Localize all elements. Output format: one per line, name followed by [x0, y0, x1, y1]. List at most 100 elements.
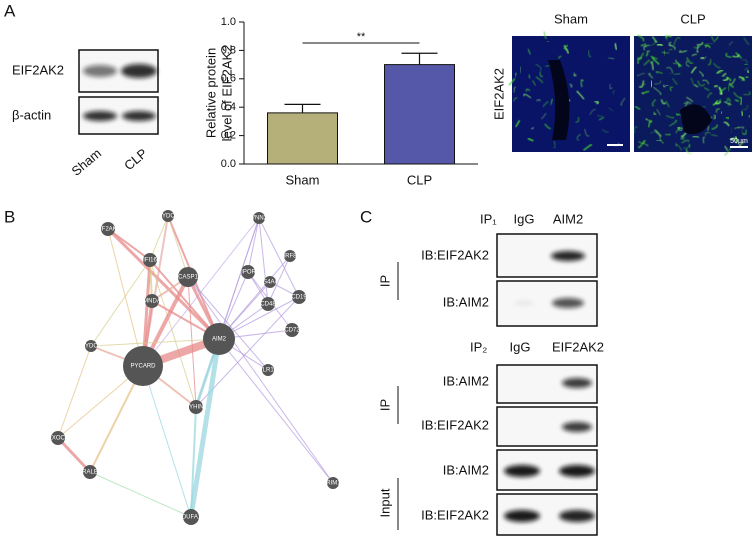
fluor-strand	[672, 78, 678, 85]
fluor-strand	[725, 76, 732, 82]
node-label: CD19	[291, 295, 307, 301]
fluor-strand	[704, 44, 711, 49]
band	[559, 510, 595, 522]
y-axis-label: level of EIF2AK2	[219, 45, 234, 142]
fluor-strand	[703, 87, 710, 92]
lane-label: IgG	[510, 339, 531, 354]
node-label: NDUFA10	[177, 515, 205, 521]
edge	[107, 228, 151, 261]
x-tick-label: CLP	[407, 172, 432, 187]
fluor-strand	[612, 90, 615, 95]
panel-label: C	[360, 207, 372, 226]
fluor-strand	[713, 114, 717, 120]
fluor-strand	[527, 137, 534, 142]
fluor-strand	[539, 71, 543, 78]
fluor-strand	[721, 72, 727, 78]
fluor-strand	[706, 125, 710, 132]
node-label: IRF8	[283, 254, 297, 260]
fluor-strand	[597, 114, 604, 117]
lane-label: IgG	[514, 211, 535, 226]
node	[162, 210, 174, 222]
node-label: PYDC1	[158, 214, 179, 220]
fluor-strand	[737, 126, 745, 130]
fluor-strand	[525, 88, 531, 92]
lane-label: CLP	[121, 145, 150, 173]
fluor-strand	[654, 80, 661, 85]
node	[123, 346, 163, 386]
fluor-strand	[743, 37, 750, 46]
fluor-strand	[675, 113, 681, 116]
edge	[187, 276, 269, 371]
fluor-strand	[724, 147, 731, 156]
fluor-strand	[685, 148, 692, 155]
fluor-strand	[508, 77, 516, 86]
fluor-strand	[531, 126, 535, 130]
fluor-strand	[739, 96, 743, 106]
fluor-strand	[649, 61, 655, 71]
band	[562, 422, 592, 432]
fluor-strand	[715, 108, 720, 114]
fluor-strand	[692, 135, 700, 138]
fluor-strand	[740, 110, 744, 117]
node	[264, 276, 276, 288]
node-label: CD72	[284, 328, 300, 334]
fluor-strand	[515, 119, 521, 128]
fluor-strand	[668, 41, 672, 46]
fluor-strand	[693, 44, 701, 49]
fluor-strand	[683, 100, 689, 105]
fluor-strand	[662, 84, 666, 88]
fluor-strand	[573, 72, 577, 77]
fluor-strand	[711, 123, 719, 131]
panel-label: B	[4, 207, 15, 226]
edge	[187, 276, 334, 484]
fluor-strand	[535, 63, 542, 72]
fluor-strand	[634, 105, 641, 111]
fluor-strand	[527, 48, 531, 55]
panel-label: A	[4, 1, 16, 20]
node-label: RALB	[82, 470, 98, 476]
fluor-strand	[647, 119, 653, 128]
column-label: CLP	[680, 11, 705, 26]
fluor-strand	[634, 126, 638, 134]
node-label: EXOC8	[48, 436, 69, 442]
fluor-strand	[650, 55, 658, 60]
edge	[106, 227, 221, 341]
edge	[218, 338, 334, 484]
fluor-strand	[712, 98, 722, 106]
band	[504, 510, 540, 522]
edge	[258, 217, 269, 305]
edge	[90, 259, 151, 347]
fluor-strand	[675, 143, 682, 151]
fluor-strand	[743, 91, 751, 96]
ip-title: IP₂	[470, 339, 487, 354]
edge	[188, 338, 222, 518]
fluor-strand	[741, 104, 749, 111]
fluor-strand	[535, 76, 544, 84]
fluor-strand	[652, 56, 655, 64]
band	[559, 465, 595, 477]
y-tick-label: 0.6	[221, 73, 236, 85]
fluor-strand	[673, 72, 681, 75]
edge	[187, 276, 197, 408]
node	[241, 265, 255, 279]
group-label: Input	[377, 488, 392, 517]
y-tick-label: 0.4	[221, 101, 236, 113]
node	[143, 253, 157, 267]
blot-row-label: IB:EIF2AK2	[421, 247, 489, 262]
fluor-strand	[650, 39, 656, 46]
fluor-strand	[637, 34, 645, 42]
fluor-strand	[656, 109, 661, 116]
fluor-strand	[696, 41, 704, 46]
fluor-strand	[660, 99, 667, 105]
lumen	[680, 104, 712, 135]
fluor-strand	[675, 143, 678, 147]
fluor-strand	[609, 83, 613, 90]
fluor-strand	[528, 74, 531, 79]
blot-row-label: EIF2AK2	[12, 62, 64, 77]
fluor-strand	[677, 127, 684, 130]
fluor-strand	[725, 116, 730, 120]
edge	[107, 228, 144, 367]
band	[562, 378, 592, 388]
fluor-strand	[698, 70, 704, 77]
